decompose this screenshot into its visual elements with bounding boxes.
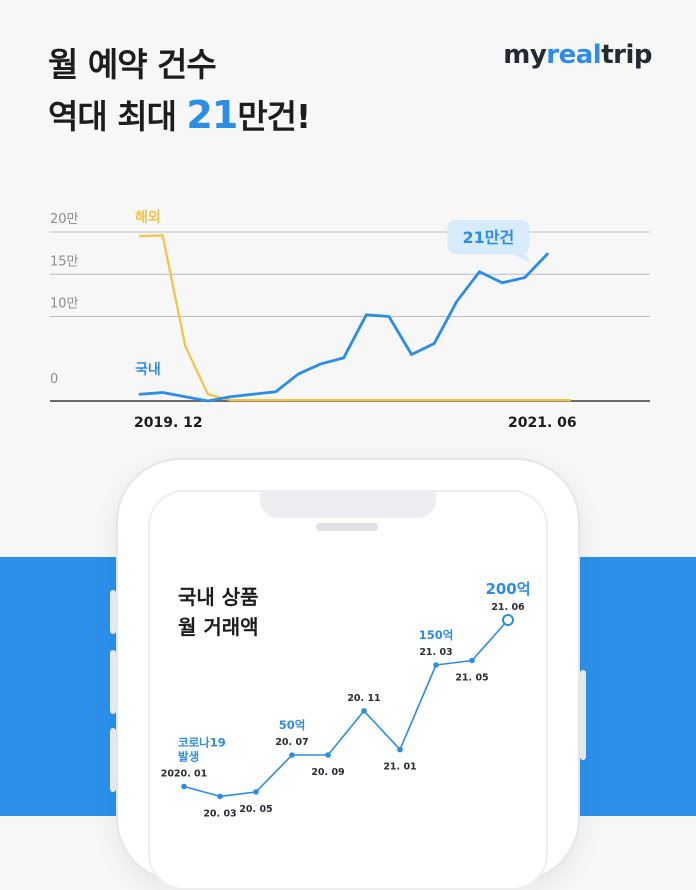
phone-side-button — [110, 590, 116, 634]
headline-line-2: 역대 최대 21만건! — [48, 90, 311, 142]
sales-point — [289, 752, 295, 758]
sales-x-label: 20. 03 — [203, 808, 236, 819]
sales-annotation: 200억 — [485, 580, 530, 598]
y-tick-label: 20만 — [50, 212, 79, 227]
domestic-sales-chart: 2020. 01 20. 03 20. 05 20. 07 20. 09 20. 11 21… — [161, 580, 531, 819]
phone-side-button — [110, 728, 116, 792]
callout-pointer — [513, 253, 532, 264]
callout-bubble — [447, 219, 530, 254]
sales-point-final — [502, 614, 514, 626]
sales-annotation: 50억 — [279, 718, 306, 732]
sales-point — [433, 662, 439, 668]
headline: 월 예약 건수 역대 최대 21만건! — [48, 40, 311, 142]
y-tick-label: 0 — [50, 372, 58, 387]
phone-screen: 국내 상품 월 거래액 2020. 01 20. 03 20. 05 20. 07 20… — [148, 490, 548, 890]
series-line-overseas — [138, 234, 572, 402]
callout-label: 21만건 — [463, 228, 515, 247]
sales-x-label: 21. 01 — [383, 762, 416, 773]
headline-line-1: 월 예약 건수 — [48, 45, 217, 84]
sales-point — [469, 657, 475, 664]
domestic-sales-title-line-2: 월 거래액 — [178, 615, 259, 639]
headline-line-2-prefix: 역대 최대 — [48, 97, 187, 136]
sales-point — [361, 708, 367, 714]
phone-side-button — [110, 650, 116, 714]
phone-mockup: 국내 상품 월 거래액 2020. 01 20. 03 20. 05 20. 07 20… — [110, 460, 586, 890]
series-label: 해외 — [135, 209, 161, 226]
sales-x-label: 21. 05 — [455, 673, 488, 684]
series-label: 국내 — [135, 362, 161, 378]
sales-point — [325, 752, 331, 758]
sales-annotation: 150억 — [419, 628, 454, 642]
sales-annotation: 코로나19 — [178, 736, 226, 750]
phone-side-button — [580, 670, 586, 760]
headline-number: 21 — [186, 93, 238, 137]
sales-x-label: 2020. 01 — [161, 769, 208, 780]
sales-point — [181, 783, 187, 790]
sales-x-label: 20. 09 — [311, 767, 344, 778]
x-start-label: 2019. 12 — [134, 415, 203, 431]
phone-speaker — [316, 523, 378, 531]
sales-x-label: 21. 06 — [491, 602, 525, 613]
y-tick-label: 15만 — [50, 254, 79, 269]
sales-point — [397, 746, 403, 753]
sales-x-label: 20. 11 — [347, 693, 380, 704]
domestic-sales-title: 국내 상품 월 거래액 — [178, 582, 259, 642]
y-tick-label: 10만 — [50, 297, 79, 312]
sales-x-label: 21. 03 — [419, 647, 452, 658]
sales-point — [217, 793, 223, 800]
myrealtrip-logo: myrealtrip — [503, 40, 652, 70]
phone-notch — [260, 490, 436, 518]
domestic-sales-title-line-1: 국내 상품 — [178, 585, 259, 609]
sales-x-label: 20. 05 — [239, 804, 272, 815]
x-end-label: 2021. 06 — [508, 415, 577, 431]
sales-point — [253, 789, 259, 795]
sales-x-label: 20. 07 — [275, 737, 308, 748]
sales-line — [183, 619, 509, 798]
sales-annotation: 발생 — [178, 750, 199, 764]
series-line-domestic — [138, 252, 549, 403]
headline-line-2-suffix: 만건! — [237, 97, 311, 136]
